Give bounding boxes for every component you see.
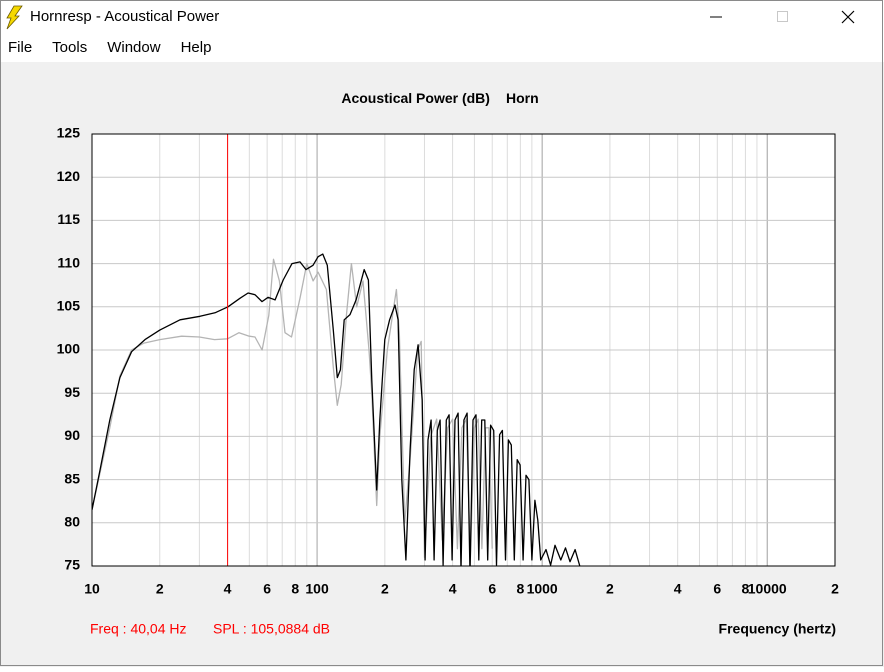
- data-line: [92, 253, 581, 566]
- y-tick-label: 85: [64, 470, 80, 486]
- y-tick-label: 95: [64, 384, 80, 400]
- chart-title-text: Acoustical Power (dB): [341, 90, 490, 106]
- menu-item[interactable]: Window: [107, 39, 161, 56]
- menu-bar: File Tools Window Help: [8, 39, 211, 56]
- menu-item[interactable]: Tools: [52, 39, 87, 56]
- y-tick-label: 110: [57, 254, 80, 270]
- y-tick-label: 90: [64, 427, 80, 443]
- x-tick-label: 6: [488, 581, 496, 597]
- y-tick-label: 120: [57, 168, 81, 184]
- close-button[interactable]: [841, 10, 855, 24]
- x-tick-label: 2: [156, 581, 164, 597]
- cursor-spl: SPL : 105,0884 dB: [213, 621, 330, 637]
- x-tick-label: 4: [449, 581, 457, 597]
- x-tick-label: 6: [263, 581, 271, 597]
- x-tick-label: 10: [84, 581, 100, 597]
- x-tick-label: 1000: [527, 581, 558, 597]
- x-tick-label: 100: [305, 581, 329, 597]
- x-tick-label: 10000: [748, 581, 787, 597]
- app-icon: [6, 5, 23, 30]
- y-tick-label: 80: [64, 514, 80, 530]
- chart-subtitle: Horn: [506, 90, 539, 106]
- x-tick-label: 8: [291, 581, 299, 597]
- x-tick-label: 6: [713, 581, 721, 597]
- window-title: Hornresp - Acoustical Power: [30, 8, 219, 25]
- menu-item[interactable]: File: [8, 39, 32, 56]
- y-tick-label: 100: [57, 341, 81, 357]
- x-tick-label: 2: [606, 581, 614, 597]
- cursor-frequency: Freq : 40,04 Hz: [90, 621, 187, 637]
- x-tick-label: 8: [516, 581, 524, 597]
- y-tick-label: 75: [64, 557, 80, 573]
- data-line: [92, 258, 493, 559]
- maximize-button[interactable]: [777, 11, 788, 22]
- x-tick-label: 4: [674, 581, 682, 597]
- x-tick-label: 4: [224, 581, 232, 597]
- chart-title: Acoustical Power (dB) Horn: [341, 90, 538, 106]
- x-tick-label: 2: [831, 581, 839, 597]
- x-tick-label: 8: [742, 581, 750, 597]
- y-tick-label: 115: [57, 211, 80, 227]
- y-tick-label: 125: [57, 125, 81, 141]
- y-tick-label: 105: [57, 298, 81, 314]
- x-tick-label: 2: [381, 581, 389, 597]
- plot-border: [91, 133, 836, 567]
- menu-item[interactable]: Help: [181, 39, 212, 56]
- x-axis-label: Frequency (hertz): [719, 621, 836, 637]
